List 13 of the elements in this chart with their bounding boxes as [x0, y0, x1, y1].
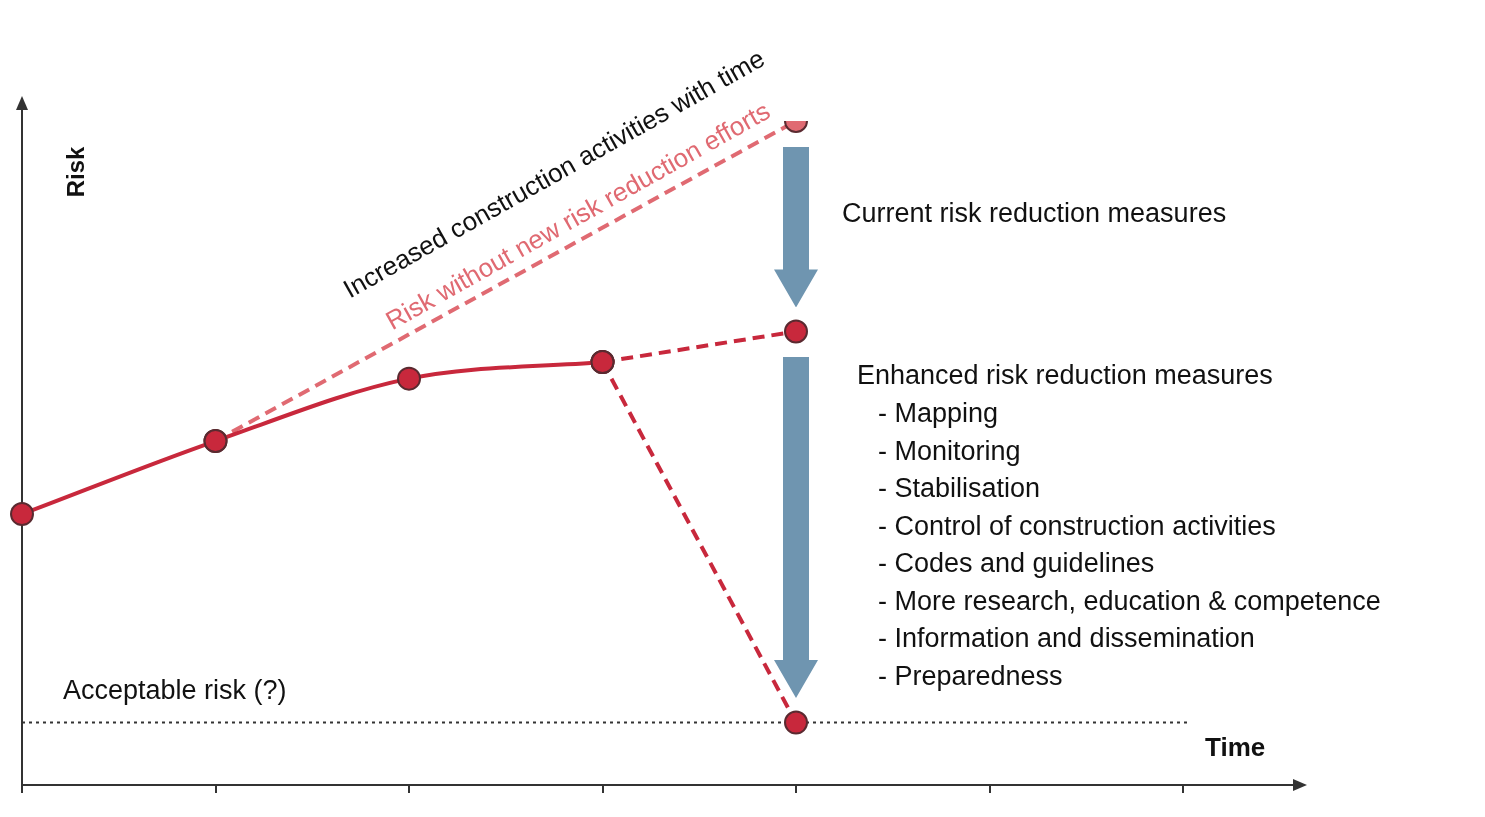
ref-line-label: Acceptable risk (?) — [63, 675, 287, 706]
annotation: - Mapping — [878, 398, 999, 429]
x-axis-title: Time — [1205, 732, 1266, 763]
annotation: - Monitoring — [878, 435, 1021, 467]
annotation: Enhanced risk reduction measures — [857, 360, 1273, 391]
annotation: - Codes and guidelines — [878, 548, 1155, 579]
annotation: - Control of construction activities — [878, 510, 1276, 542]
annotation: - Preparedness — [878, 660, 1063, 692]
annotation: - More research, education & competence — [878, 585, 1381, 617]
annotation: - Information and dissemination — [878, 623, 1255, 654]
annotation: - Stabilisation — [878, 473, 1041, 504]
y-axis-title: Risk — [62, 146, 90, 198]
annotation: Current risk reduction measures — [842, 198, 1227, 229]
